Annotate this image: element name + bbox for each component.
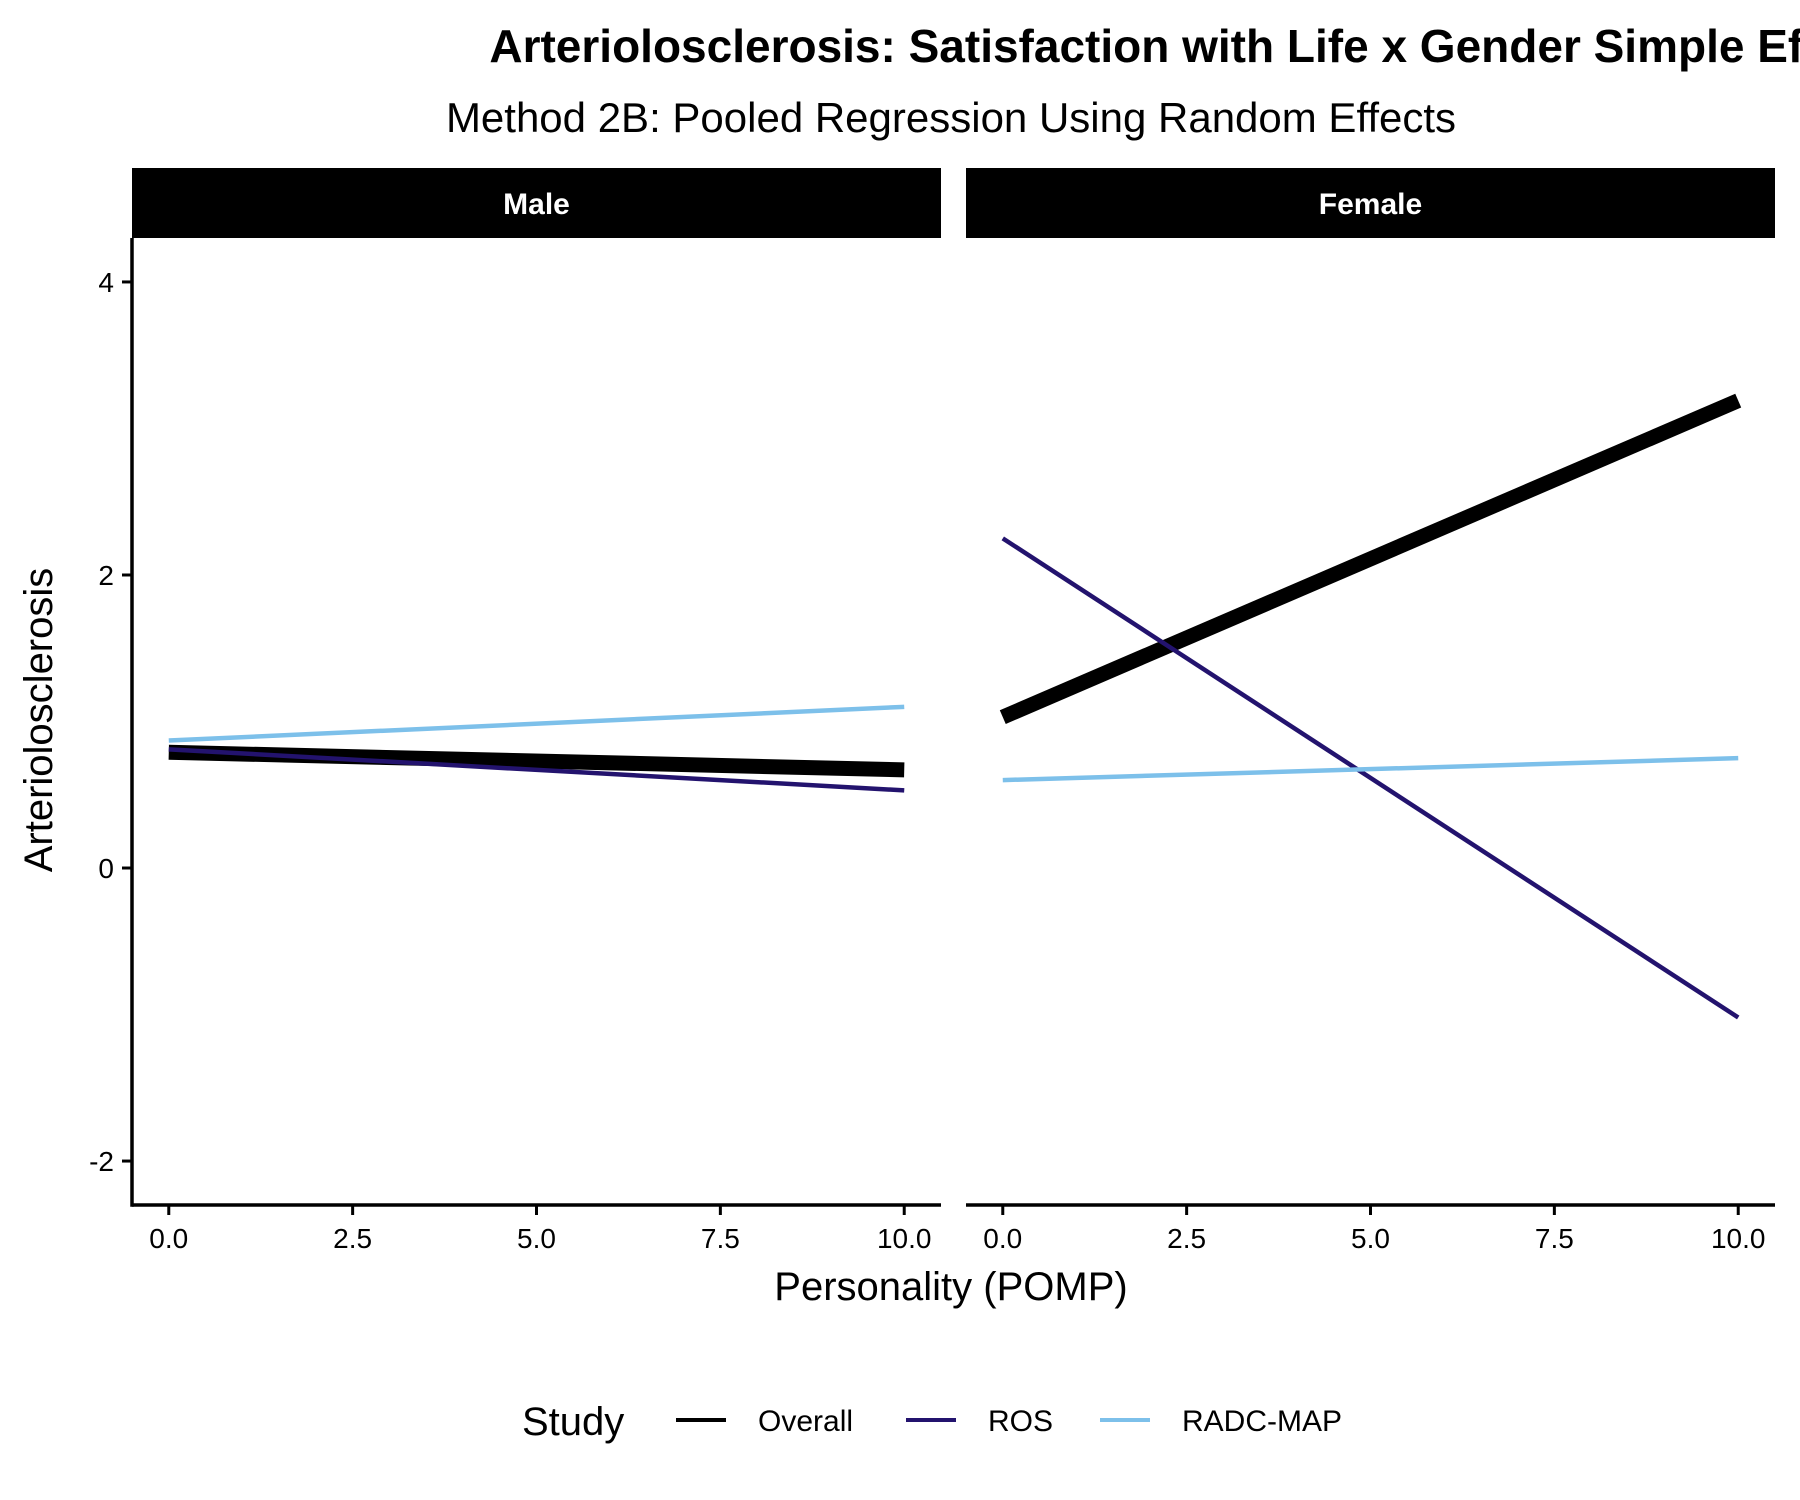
x-tick-label-female: 5.0 (1351, 1223, 1390, 1254)
panel-female: Female 0.0 2.5 5.0 7.5 10.0 (966, 168, 1775, 1254)
x-axis-title: Personality (POMP) (774, 1265, 1127, 1309)
x-tick-label-female: 7.5 (1535, 1223, 1574, 1254)
x-tick-label-female: 0.0 (983, 1223, 1022, 1254)
series-line-ros-male (168, 747, 905, 793)
x-tick-label-female: 10.0 (1711, 1223, 1766, 1254)
x-tick-label-female: 2.5 (1167, 1223, 1206, 1254)
x-tick-label-male: 7.5 (701, 1223, 740, 1254)
legend: Study Overall ROS RADC-MAP (522, 1400, 1342, 1444)
legend-label-radc-map: RADC-MAP (1182, 1405, 1342, 1438)
facet-strip-male (132, 168, 941, 238)
legend-title: Study (522, 1400, 624, 1444)
legend-label-overall: Overall (758, 1405, 853, 1438)
panel-male: Male 0.0 2.5 5.0 7.5 10.0 -2 0 2 4 (89, 168, 941, 1254)
y-tick-label: 2 (98, 560, 114, 591)
x-tick-label-male: 10.0 (877, 1223, 932, 1254)
legend-label-ros: ROS (988, 1405, 1053, 1438)
series-line-radc-map-male (168, 704, 905, 743)
y-tick-label: 0 (98, 853, 114, 884)
y-tick-label: -2 (89, 1146, 114, 1177)
facet-label-male: Male (503, 188, 570, 221)
series-line-overall-female (999, 393, 1742, 724)
facet-strip-female (966, 168, 1775, 238)
chart-subtitle: Method 2B: Pooled Regression Using Rando… (446, 94, 1456, 141)
x-tick-label-male: 0.0 (149, 1223, 188, 1254)
x-tick-label-male: 5.0 (517, 1223, 556, 1254)
y-axis-title: Arteriolosclerosis (17, 568, 61, 873)
chart-title: Arteriolosclerosis: Satisfaction with Li… (489, 20, 1800, 72)
series-line-radc-map-female (1002, 755, 1739, 783)
series-line-ros-female (1001, 536, 1740, 1020)
x-tick-label-male: 2.5 (333, 1223, 372, 1254)
facet-label-female: Female (1319, 188, 1422, 221)
panels-layer: Male 0.0 2.5 5.0 7.5 10.0 -2 0 2 4 Female 0.0 2.5 5.0… (89, 168, 1775, 1254)
y-tick-label: 4 (98, 267, 114, 298)
